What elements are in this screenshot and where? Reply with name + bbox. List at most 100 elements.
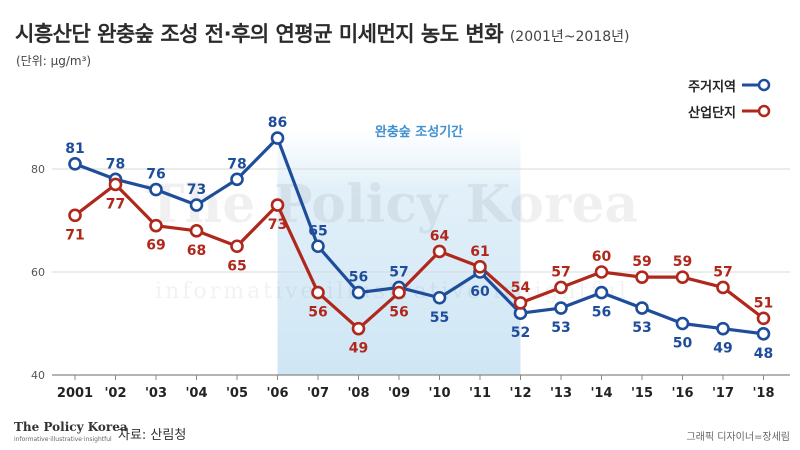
data-label-industrial: 56	[308, 305, 327, 321]
data-label-residential: 76	[146, 167, 165, 183]
data-label-industrial: 73	[268, 217, 287, 233]
x-tick-label: '02	[104, 386, 126, 401]
data-point-residential	[230, 172, 244, 187]
data-point-industrial	[716, 280, 730, 295]
data-point-residential	[675, 316, 690, 331]
data-point-industrial	[756, 311, 771, 326]
data-label-industrial: 68	[187, 243, 206, 259]
data-label-industrial: 51	[754, 295, 773, 311]
data-label-residential: 48	[754, 346, 773, 362]
unit-label: (단위: μg/m³)	[16, 54, 92, 68]
footer-logo: The Policy Korea	[14, 420, 128, 434]
data-label-industrial: 54	[511, 280, 531, 296]
x-tick-label: 2001	[57, 386, 93, 401]
legend-item-residential: 주거지역	[657, 72, 772, 98]
data-label-residential: 52	[511, 325, 530, 341]
data-point-residential	[554, 301, 568, 315]
data-point-residential	[68, 157, 82, 171]
designer-credit: 그래픽 디자이너=장세림	[686, 432, 790, 443]
data-point-industrial	[473, 260, 487, 274]
data-point-industrial	[189, 224, 204, 238]
data-label-industrial: 77	[106, 196, 125, 212]
data-label-residential: 78	[106, 156, 125, 172]
x-tick-label: '11	[469, 386, 491, 401]
legend-swatch-industrial	[742, 104, 771, 118]
x-tick-label: '18	[752, 386, 774, 401]
data-label-industrial: 56	[389, 305, 408, 321]
legend-item-industrial: 산업단지	[657, 98, 772, 124]
x-tick-label: '14	[590, 386, 612, 401]
chart-title-main: 시흥산단 완충숲 조성 전·후의 연평균 미세먼지 농도 변화	[15, 22, 504, 46]
data-point-residential	[351, 285, 366, 300]
source-note: 자료: 산림청	[118, 428, 187, 443]
data-point-industrial	[635, 270, 649, 284]
data-point-industrial	[108, 177, 123, 192]
x-tick-label: '17	[712, 386, 734, 401]
data-point-residential	[635, 301, 649, 315]
data-point-residential	[189, 198, 204, 212]
data-label-residential: 53	[632, 320, 651, 336]
data-label-industrial: 71	[65, 227, 84, 243]
data-label-industrial: 49	[349, 341, 368, 357]
chart-title-range: (2001년~2018년)	[509, 29, 630, 45]
x-tick-label: '04	[185, 386, 207, 401]
watermark-text: The Policy Korea	[146, 174, 638, 235]
legend: 주거지역 산업단지	[657, 72, 772, 124]
data-point-residential	[594, 285, 609, 300]
data-point-industrial	[149, 218, 163, 233]
data-point-residential	[270, 131, 285, 145]
data-label-industrial: 57	[551, 264, 570, 280]
data-label-residential: 56	[592, 305, 611, 321]
x-tick-label: '10	[428, 386, 450, 401]
x-tick-label: '13	[550, 386, 572, 401]
data-label-residential: 56	[349, 270, 368, 286]
data-label-residential: 60	[470, 284, 490, 300]
footer-logo-tagline: informative·illustrative·insightful	[14, 436, 112, 443]
x-tick-label: '08	[347, 386, 369, 401]
data-label-industrial: 69	[146, 238, 165, 254]
data-point-industrial	[513, 296, 528, 310]
data-label-residential: 57	[389, 264, 408, 280]
data-point-industrial	[270, 198, 285, 212]
data-label-residential: 86	[268, 115, 287, 131]
x-tick-label: '09	[388, 386, 410, 401]
data-point-residential	[756, 326, 771, 341]
data-label-residential: 49	[713, 341, 732, 357]
data-point-industrial	[594, 265, 609, 279]
data-point-industrial	[432, 244, 447, 259]
x-tick-label: '06	[266, 386, 288, 401]
data-label-residential: 81	[65, 141, 84, 157]
x-tick-label: '16	[671, 386, 693, 401]
data-label-residential: 78	[227, 156, 246, 172]
data-point-residential	[716, 321, 730, 336]
data-label-industrial: 57	[713, 264, 732, 280]
data-point-industrial	[311, 285, 325, 300]
x-tick-label: '05	[226, 386, 248, 401]
data-point-industrial	[554, 280, 568, 295]
data-point-industrial	[68, 208, 82, 223]
legend-label-industrial: 산업단지	[688, 105, 736, 121]
y-tick-label: 80	[31, 163, 45, 176]
x-tick-label: '15	[631, 386, 653, 401]
data-label-residential: 55	[430, 310, 449, 326]
data-point-industrial	[351, 321, 366, 336]
data-label-residential: 50	[673, 336, 693, 352]
data-label-industrial: 64	[430, 228, 450, 244]
data-label-residential: 65	[308, 223, 327, 239]
data-point-industrial	[230, 239, 244, 254]
data-label-industrial: 65	[227, 258, 246, 274]
chart-title: 시흥산단 완충숲 조성 전·후의 연평균 미세먼지 농도 변화 (2001년~2…	[15, 18, 630, 48]
legend-swatch-residential	[742, 78, 771, 92]
series-line-residential	[74, 136, 764, 336]
x-tick-label: '07	[307, 386, 329, 401]
data-point-residential	[149, 182, 163, 197]
data-point-residential	[311, 239, 325, 254]
highlight-period-label: 완충숲 조성기간	[375, 124, 463, 140]
data-point-industrial	[675, 270, 690, 284]
data-label-industrial: 59	[673, 254, 692, 270]
data-point-industrial	[392, 285, 406, 300]
y-tick-label: 40	[31, 369, 45, 382]
data-label-industrial: 59	[632, 254, 651, 270]
x-tick-label: '03	[145, 386, 167, 401]
